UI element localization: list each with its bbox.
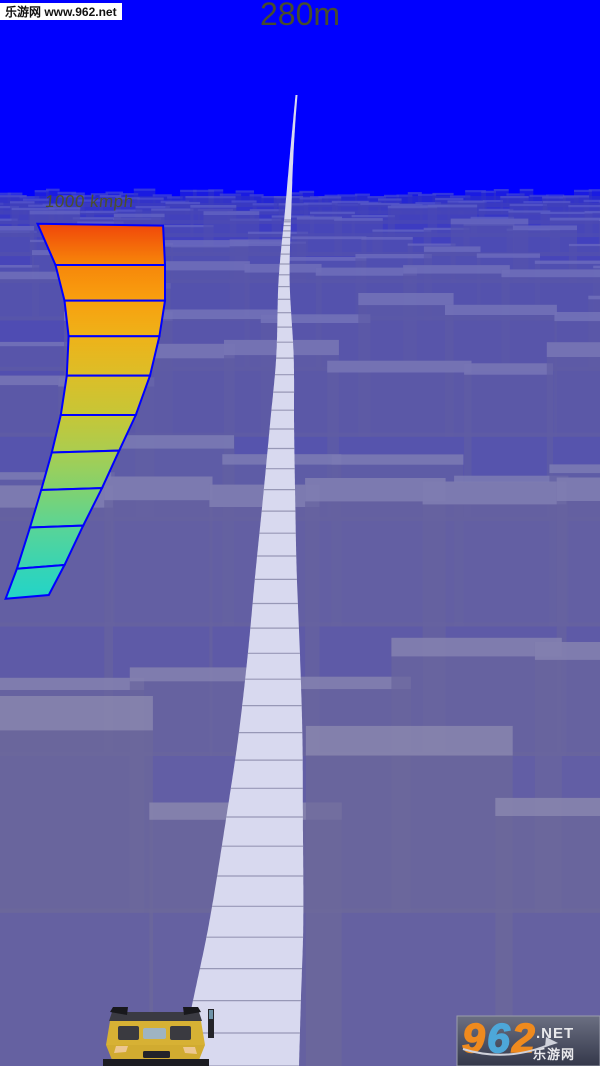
- svg-text:.NET: .NET: [536, 1025, 574, 1042]
